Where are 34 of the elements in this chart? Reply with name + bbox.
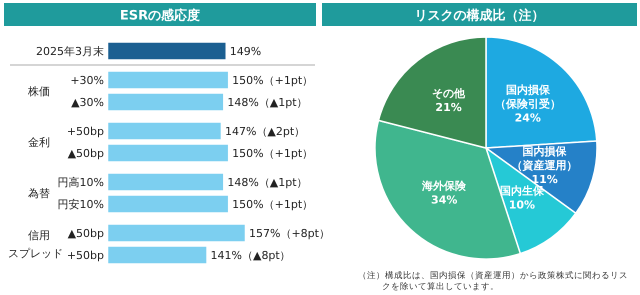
data-label: 150%（+1pt） [232,198,314,211]
data-label: 24% [514,111,541,124]
y-tick-label: 円高10% [58,176,104,189]
text: （注）構成比は、国内損保（資産運用）から政策株式に関わるリスクを除いて算出しています。 [358,270,628,292]
y-tick-label: +30% [70,74,104,87]
y-tick-label: ▲50bp [68,147,104,160]
chart-title: ESRの感応度 [120,8,200,24]
data-label: 147%（▲2pt） [224,125,306,138]
data-label: 21% [435,100,462,114]
data-label: 148%（▲1pt） [227,96,308,109]
data-label: 34% [431,194,458,207]
y-tick-label: ▲50bp [68,227,104,240]
data-label: 141%（▲8pt） [210,249,291,262]
slice-label: 海外保険 [421,180,468,193]
y-tick-label: ▲30% [71,96,104,109]
data-label: 10% [508,198,536,212]
data-label: 157%（+8pt） [249,227,330,240]
slice-label: 国内損保（保険引受） [494,83,561,110]
data-label: 150%（+1pt） [232,74,314,87]
slice-label: 国内損保（資産運用） [512,145,578,172]
y-tick-label: +50bp [66,249,104,262]
data-label: 11% [531,173,558,186]
text: 金利 [28,136,50,149]
y-tick-label: 2025年3月末 [36,45,104,58]
text: 株価 [27,85,50,98]
data-label: 150%（+1pt） [232,147,314,160]
y-tick-label: +50bp [66,125,104,138]
text: 為替 [28,187,50,200]
data-label: 149% [230,45,262,58]
slice-label: その他 [432,86,466,100]
data-label: 148%（▲1pt） [227,176,308,189]
chart-title: リスクの構成比（注） [414,8,544,24]
text: 信用スプレッド [8,229,63,260]
y-tick-label: 円安10% [58,198,104,211]
